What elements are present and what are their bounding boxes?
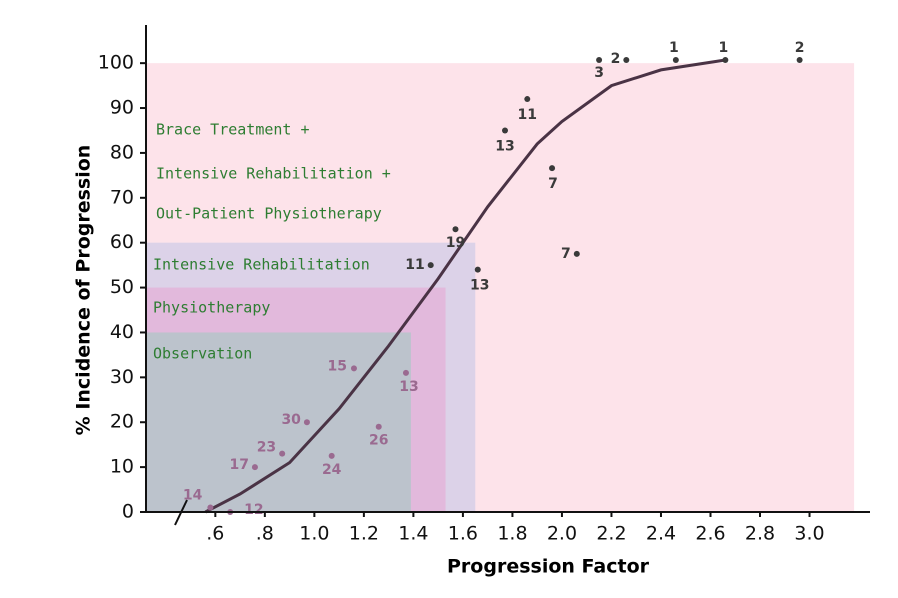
data-point (207, 504, 214, 511)
axis-break (174, 499, 188, 526)
point-label: 17 (229, 457, 248, 473)
x-axis-title: Progression Factor (447, 556, 650, 578)
data-point (279, 450, 286, 457)
data-point (722, 57, 729, 64)
data-point (474, 266, 481, 273)
y-tick-label: 60 (110, 231, 134, 253)
point-label: 2 (795, 40, 805, 56)
region-label: Brace Treatment + (156, 121, 310, 139)
data-point (573, 250, 580, 257)
x-tick-label: 1.6 (448, 523, 478, 545)
point-label: 30 (281, 412, 301, 428)
data-point (524, 96, 531, 103)
point-label: 2 (611, 51, 621, 67)
point-label: 23 (257, 440, 276, 456)
x-tick-label: 1.8 (497, 523, 527, 545)
data-point (549, 165, 556, 172)
region-label: Intensive Rehabilitation + (156, 165, 391, 183)
x-tick-label: 2.6 (695, 523, 725, 545)
x-tick-label: 3.0 (794, 523, 824, 545)
data-point (375, 423, 382, 430)
x-tick-label: .6 (206, 523, 224, 545)
point-label: 24 (322, 462, 342, 478)
data-point (427, 262, 434, 269)
x-tick-label: 2.4 (646, 523, 676, 545)
data-point (303, 419, 310, 426)
y-tick-label: 20 (110, 411, 134, 433)
y-tick-label: 100 (98, 52, 134, 74)
data-point (350, 365, 357, 372)
regions (146, 63, 855, 513)
x-tick-label: 1.2 (349, 523, 379, 545)
x-tick-label: 1.4 (398, 523, 428, 545)
point-label: 7 (561, 246, 571, 262)
point-label: 13 (399, 379, 418, 395)
region (146, 332, 411, 512)
region-label: Physiotherapy (153, 299, 270, 317)
data-point (502, 127, 508, 134)
point-label: 12 (244, 502, 263, 518)
data-point (452, 226, 459, 233)
data-point (672, 57, 679, 64)
data-point (251, 464, 258, 471)
x-tick-label: .8 (256, 523, 274, 545)
y-tick-label: 80 (110, 141, 134, 163)
point-label: 13 (470, 278, 489, 294)
point-label: 13 (495, 138, 514, 154)
point-label: 1 (669, 40, 679, 56)
y-tick-label: 70 (110, 186, 134, 208)
point-label: 1 (718, 40, 728, 56)
data-point (796, 57, 803, 64)
y-tick-label: 90 (110, 97, 134, 119)
y-tick-label: 40 (110, 321, 134, 343)
x-tick-label: 2.0 (547, 523, 577, 545)
region-label: Intensive Rehabilitation (153, 256, 370, 274)
data-point (623, 57, 630, 64)
x-tick-label: 2.8 (745, 523, 775, 545)
point-label: 26 (369, 433, 388, 449)
x-tick-label: 1.0 (299, 523, 329, 545)
x-tick-label: 2.2 (596, 523, 626, 545)
fit-curve (204, 58, 726, 514)
point-label: 3 (594, 65, 604, 81)
data-point (328, 452, 335, 459)
point-label: 7 (548, 176, 558, 192)
point-label: 11 (518, 107, 537, 123)
y-tick-label: 30 (110, 366, 134, 388)
point-label: 11 (405, 257, 424, 273)
y-tick-label: 50 (110, 276, 134, 298)
point-label: 19 (446, 235, 465, 251)
y-tick-label: 0 (122, 501, 134, 523)
point-label: 15 (327, 358, 346, 374)
y-axis-title: % Incidence of Progression (73, 145, 95, 436)
point-label: 14 (183, 488, 203, 504)
region-label: Observation (153, 345, 252, 363)
data-point (596, 57, 603, 64)
data-point (402, 369, 409, 376)
region-label: Out-Patient Physiotherapy (156, 205, 382, 223)
y-tick-label: 10 (110, 456, 134, 478)
